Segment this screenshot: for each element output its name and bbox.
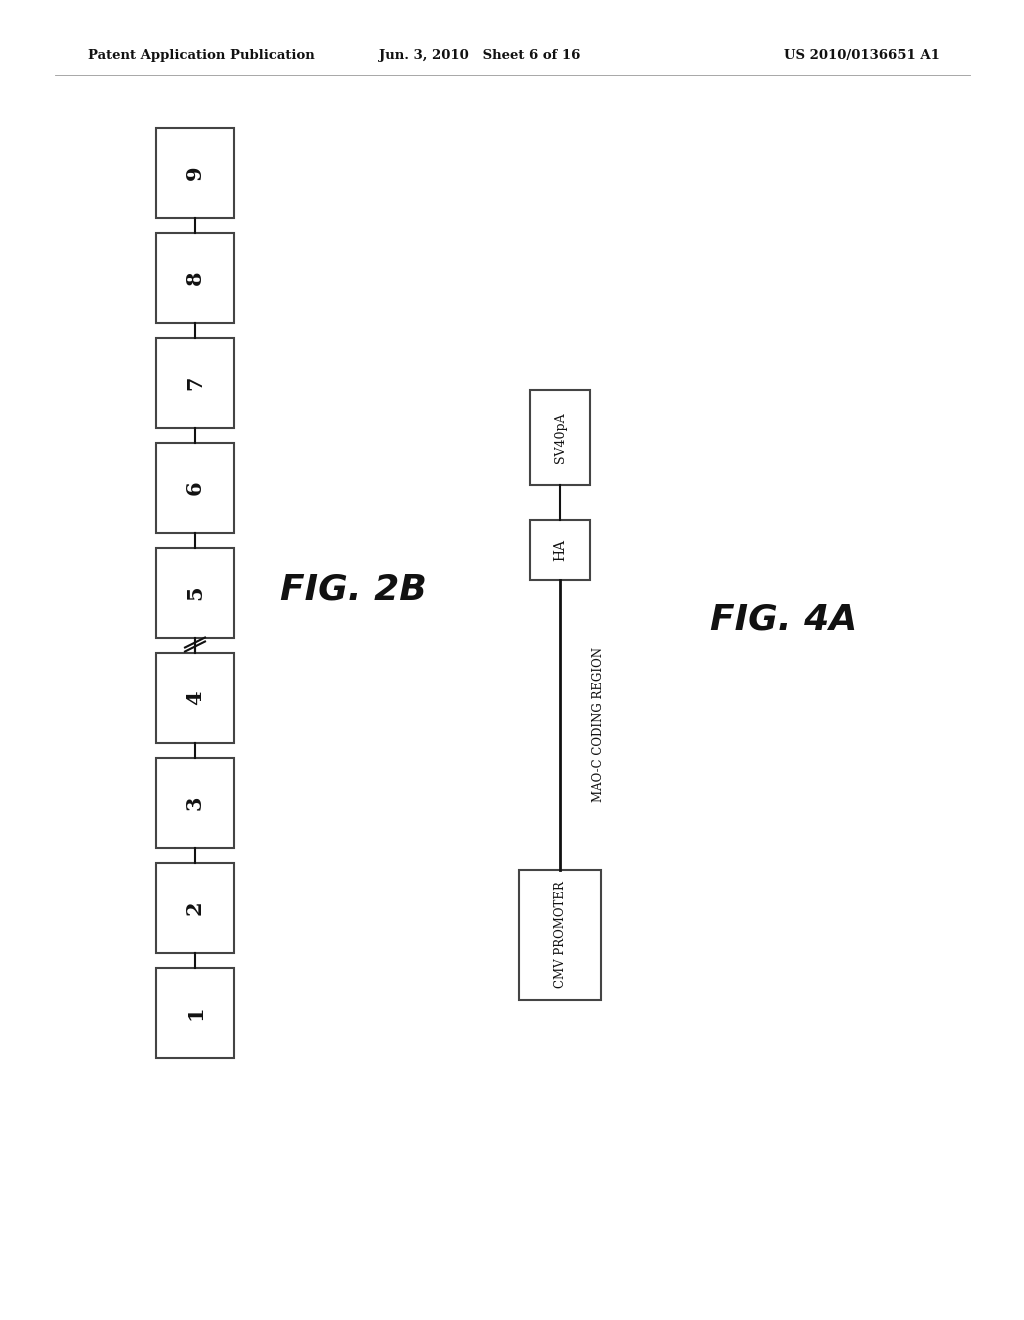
Bar — [156, 758, 234, 847]
Text: FIG. 4A: FIG. 4A — [710, 603, 857, 638]
Text: 7: 7 — [185, 376, 205, 391]
Bar — [156, 968, 234, 1059]
Text: CMV PROMOTER: CMV PROMOTER — [554, 882, 566, 989]
Text: MAO-C CODING REGION: MAO-C CODING REGION — [592, 648, 605, 803]
Text: 1: 1 — [185, 1006, 205, 1020]
Text: 2: 2 — [185, 900, 205, 915]
Bar — [156, 128, 234, 218]
Text: 8: 8 — [185, 271, 205, 285]
Bar — [156, 863, 234, 953]
Bar — [156, 338, 234, 428]
Text: 4: 4 — [185, 690, 205, 705]
Text: Jun. 3, 2010   Sheet 6 of 16: Jun. 3, 2010 Sheet 6 of 16 — [379, 49, 581, 62]
Text: HA: HA — [553, 539, 567, 561]
Text: FIG. 2B: FIG. 2B — [280, 573, 427, 607]
Bar — [156, 234, 234, 323]
Bar — [530, 520, 590, 579]
Text: US 2010/0136651 A1: US 2010/0136651 A1 — [784, 49, 940, 62]
Bar — [156, 653, 234, 743]
Bar — [156, 444, 234, 533]
Bar — [156, 548, 234, 638]
Text: 9: 9 — [185, 166, 205, 181]
Text: 6: 6 — [185, 480, 205, 495]
Text: SV40pA: SV40pA — [554, 412, 566, 463]
Bar — [519, 870, 601, 1001]
Text: 5: 5 — [185, 586, 205, 601]
Text: Patent Application Publication: Patent Application Publication — [88, 49, 314, 62]
Text: 3: 3 — [185, 796, 205, 810]
Bar — [530, 389, 590, 484]
